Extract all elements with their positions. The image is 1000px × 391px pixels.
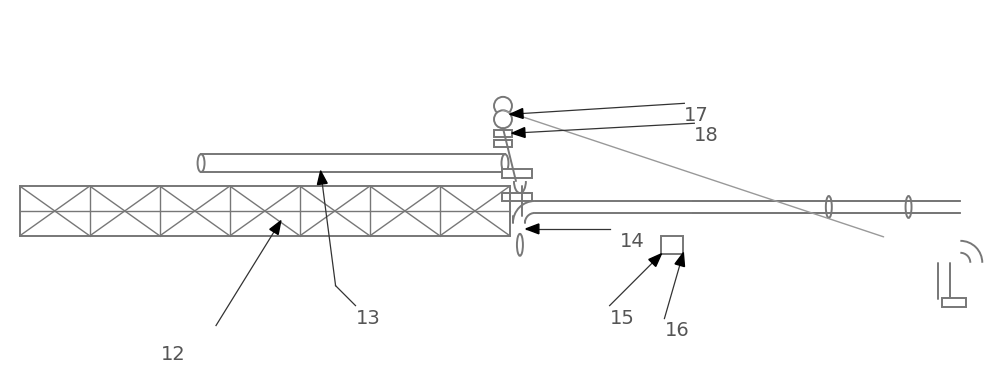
Text: 12: 12 bbox=[161, 345, 186, 364]
Text: 17: 17 bbox=[684, 106, 709, 125]
Ellipse shape bbox=[198, 154, 205, 172]
Text: 15: 15 bbox=[610, 308, 634, 328]
Polygon shape bbox=[270, 221, 281, 235]
Bar bbox=[494, 140, 512, 147]
Bar bbox=[201, 154, 505, 172]
Polygon shape bbox=[675, 253, 684, 267]
Polygon shape bbox=[526, 224, 539, 234]
Text: 13: 13 bbox=[356, 308, 380, 328]
Text: 16: 16 bbox=[664, 321, 689, 341]
Ellipse shape bbox=[906, 196, 912, 218]
Bar bbox=[20, 186, 510, 236]
Polygon shape bbox=[510, 109, 523, 118]
Circle shape bbox=[494, 97, 512, 115]
Bar bbox=[661, 236, 683, 254]
Text: 18: 18 bbox=[694, 126, 719, 145]
Bar bbox=[502, 169, 532, 178]
Ellipse shape bbox=[826, 196, 832, 218]
Ellipse shape bbox=[517, 234, 523, 256]
Polygon shape bbox=[512, 127, 525, 137]
Polygon shape bbox=[317, 171, 327, 185]
Text: 14: 14 bbox=[620, 232, 644, 251]
Ellipse shape bbox=[501, 154, 508, 172]
Polygon shape bbox=[649, 254, 661, 266]
Circle shape bbox=[494, 110, 512, 128]
Bar bbox=[502, 192, 532, 201]
Bar bbox=[942, 298, 966, 307]
Bar bbox=[494, 130, 512, 137]
